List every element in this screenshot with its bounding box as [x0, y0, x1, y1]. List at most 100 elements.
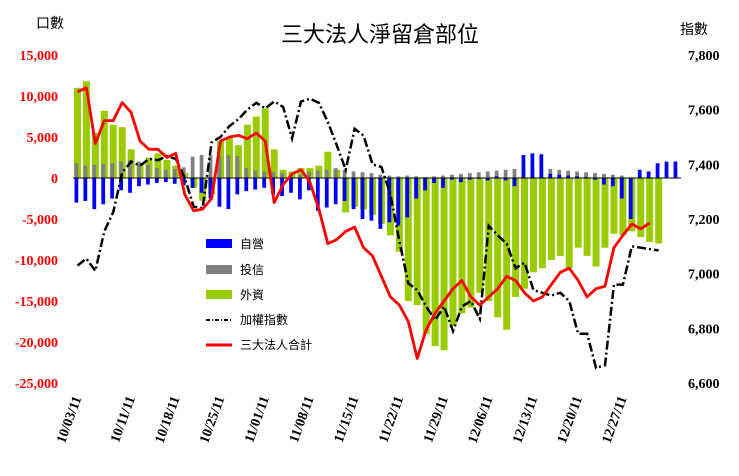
trust-bar [351, 171, 356, 178]
dealer-bar [342, 178, 347, 201]
dealer-bar [262, 178, 267, 188]
dealer-bar [128, 178, 132, 193]
trust-bar [110, 163, 115, 178]
dealer-bar [378, 178, 383, 229]
trust-bar [74, 163, 79, 178]
dealer-bar [566, 175, 571, 178]
trust-bar [128, 159, 132, 178]
dealer-bar [387, 178, 392, 223]
foreign-bar [503, 178, 511, 330]
chart-title: 三大法人淨留倉部位 [281, 23, 479, 48]
index-line-path [76, 97, 659, 370]
trust-bar [450, 174, 454, 178]
trust-bar [280, 173, 284, 178]
dealer-bar [396, 178, 401, 226]
dealer-bar [146, 178, 150, 185]
dealer-bars [74, 153, 678, 229]
dealer-bar [637, 169, 642, 178]
trust-bar [602, 173, 606, 178]
trust-bar [83, 165, 88, 178]
dealer-bar [83, 178, 88, 201]
trust-bar [593, 173, 597, 178]
dealer-bar [289, 178, 293, 193]
left-tick-label: 15,000 [20, 49, 59, 64]
x-tick-label: 12/27/11 [600, 394, 631, 445]
dealer-bar [494, 176, 499, 178]
foreign-bar [431, 178, 439, 347]
legend-label-total: 三大法人合計 [240, 337, 312, 352]
legend-swatch-trust [206, 265, 232, 274]
trust-bar [441, 175, 445, 178]
trust-bar [306, 171, 311, 178]
dealer-bar [628, 178, 633, 219]
foreign-bar [556, 178, 564, 256]
dealer-bar [199, 178, 204, 193]
foreign-bar [565, 178, 573, 269]
trust-bar [485, 171, 490, 178]
dealer-bar [181, 178, 186, 186]
foreign-bar [494, 178, 502, 318]
dealer-bar [369, 178, 374, 221]
legend-label-trust: 投信 [240, 262, 264, 277]
legend-swatch-dealer [206, 239, 232, 248]
trust-bar [172, 168, 177, 178]
dealer-bar [619, 178, 624, 199]
trust-bar [101, 164, 106, 178]
foreign-bar [297, 168, 305, 178]
dealer-bar [306, 178, 311, 191]
dealer-bar [548, 173, 553, 178]
foreign-bars [73, 81, 663, 351]
foreign-bar [467, 178, 475, 308]
left-tick-label: -20,000 [15, 336, 58, 351]
dealer-bar [190, 178, 195, 188]
x-tick-label: 10/18/11 [153, 394, 184, 445]
left-tick-label: 0 [51, 172, 58, 187]
foreign-bar [637, 178, 645, 238]
legend-label-foreign: 外資 [240, 288, 264, 302]
trust-bar [217, 155, 222, 178]
trust-bar [494, 170, 499, 178]
x-tick-label: 11/15/11 [332, 394, 363, 444]
dealer-bar [110, 178, 115, 199]
trust-bar [610, 174, 615, 178]
trust-bar [244, 168, 249, 178]
trust-bar [333, 168, 338, 178]
foreign-bar [619, 178, 627, 236]
trust-bar [154, 168, 159, 178]
dealer-bar [172, 178, 177, 184]
trust-bar [92, 164, 97, 178]
trust-bar [190, 156, 195, 178]
dealer-bar [521, 155, 526, 178]
trust-bar [119, 161, 123, 178]
dealer-bar [441, 178, 445, 188]
dealer-bar [467, 178, 472, 180]
trust-bar [396, 176, 401, 178]
dealer-bar [315, 178, 320, 211]
trust-bars [74, 155, 624, 178]
foreign-bar [324, 151, 332, 178]
dealer-bar [610, 178, 615, 187]
dealer-bar [458, 178, 463, 183]
trust-bar [298, 174, 302, 178]
dealer-bar [405, 178, 410, 218]
foreign-bar [601, 178, 609, 248]
dealer-bar [226, 178, 231, 210]
x-tick-label: 10/03/11 [54, 394, 85, 445]
dealer-bar [137, 178, 141, 187]
left-tick-label: -25,000 [15, 377, 58, 392]
trust-bar [566, 170, 571, 178]
dealer-bar [235, 178, 240, 195]
dealer-bar [646, 171, 651, 178]
trust-bar [584, 172, 588, 178]
foreign-bar [574, 178, 582, 248]
x-tick-label: 11/29/11 [421, 394, 452, 444]
trust-bar [414, 176, 419, 178]
foreign-bar [270, 149, 278, 178]
trust-bar [315, 170, 320, 178]
dealer-bar [673, 161, 678, 178]
left-tick-label: 5,000 [27, 131, 59, 146]
index-line [76, 97, 659, 370]
right-tick-label: 7,800 [688, 49, 720, 64]
total-line [76, 86, 651, 360]
